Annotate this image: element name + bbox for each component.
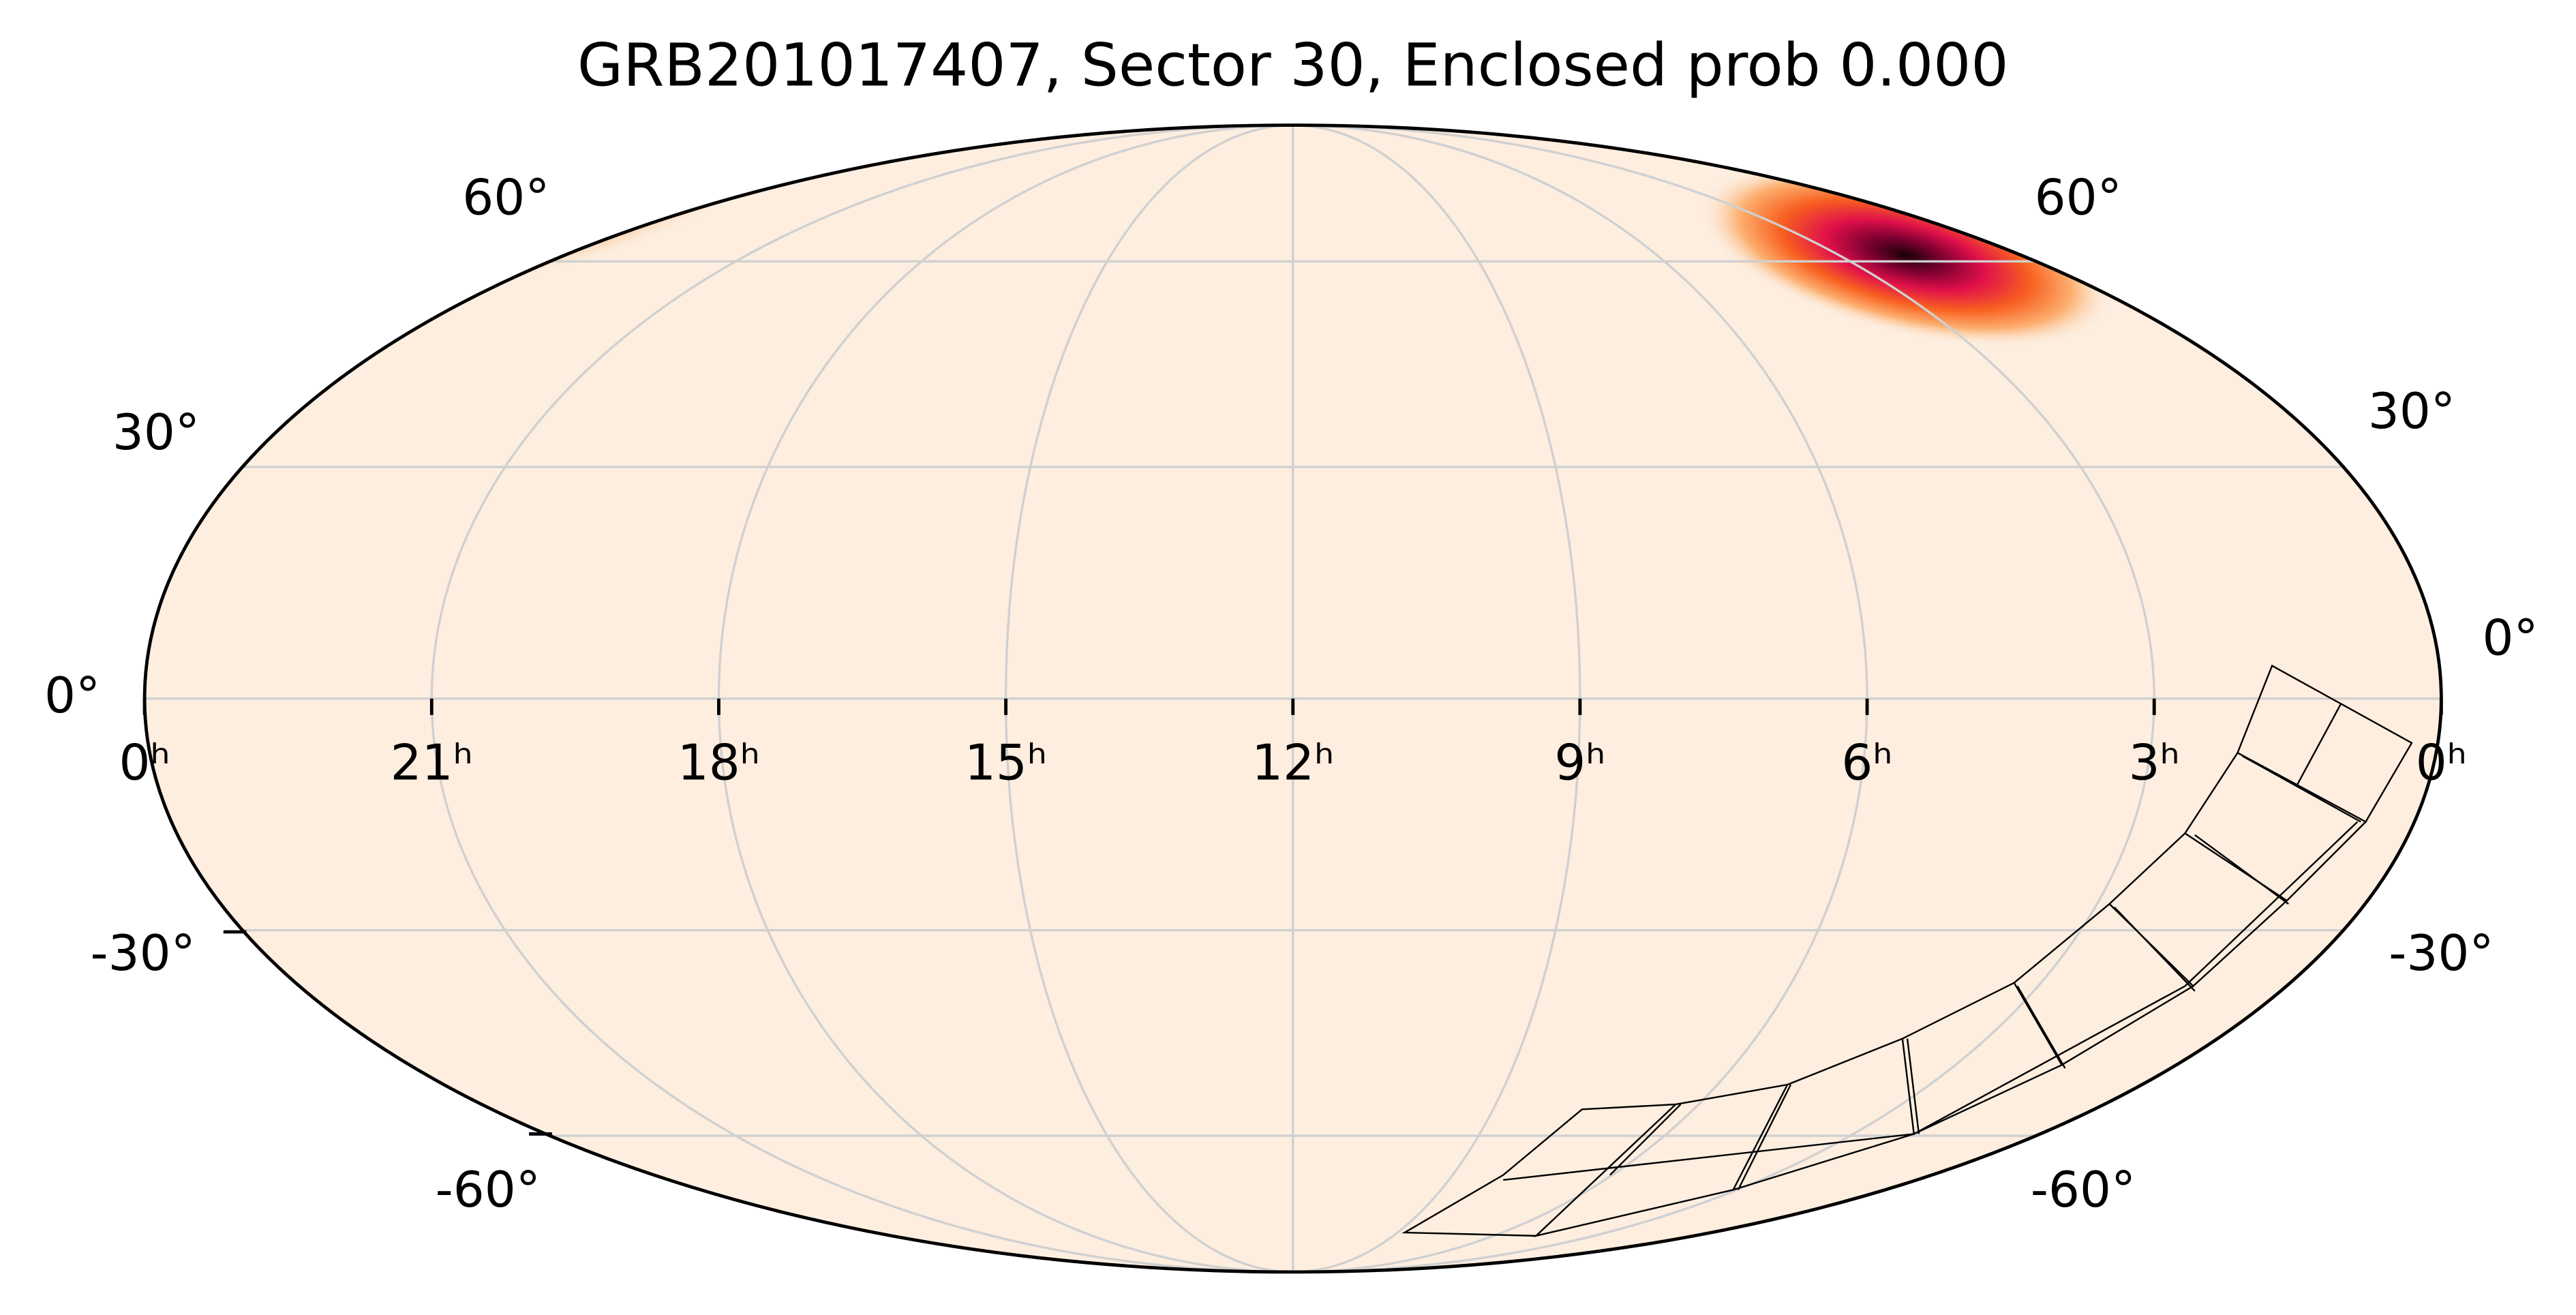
- dec-label-left: -30°: [91, 925, 196, 982]
- sector-footprints: [1401, 664, 2413, 1238]
- dec-label-left: 60°: [462, 170, 549, 227]
- ra-label: 6ʰ: [1841, 735, 1892, 792]
- ra-label: 12ʰ: [1252, 735, 1334, 792]
- dec-label-right: 0°: [2483, 609, 2539, 667]
- dec-label-right: -60°: [2031, 1162, 2136, 1219]
- dec-label-right: -30°: [2389, 925, 2494, 982]
- axis-labels: 0ʰ 21ʰ 18ʰ 15ʰ 12ʰ 9ʰ 6ʰ 3ʰ 0ʰ 60° 30° 0° -30° -60° 60…: [44, 170, 2539, 1220]
- dec-label-left: -60°: [436, 1162, 541, 1219]
- ra-label: 18ʰ: [678, 735, 760, 792]
- ra-label: 21ʰ: [391, 735, 473, 792]
- ra-label: 0ʰ: [119, 735, 170, 792]
- ra-label: 0ʰ: [2416, 735, 2467, 792]
- ra-label: 15ʰ: [965, 735, 1047, 792]
- ra-label: 9ʰ: [1554, 735, 1605, 792]
- ra-label: 3ʰ: [2129, 735, 2180, 792]
- dec-label-right: 30°: [2368, 383, 2455, 440]
- footprint-edge: [1503, 703, 2361, 1190]
- dec-label-left: 30°: [112, 404, 200, 462]
- dec-label-right: 60°: [2035, 170, 2122, 227]
- chart-title: GRB201017407, Sector 30, Enclosed prob 0…: [577, 31, 2009, 100]
- dec-label-left: 0°: [44, 667, 100, 725]
